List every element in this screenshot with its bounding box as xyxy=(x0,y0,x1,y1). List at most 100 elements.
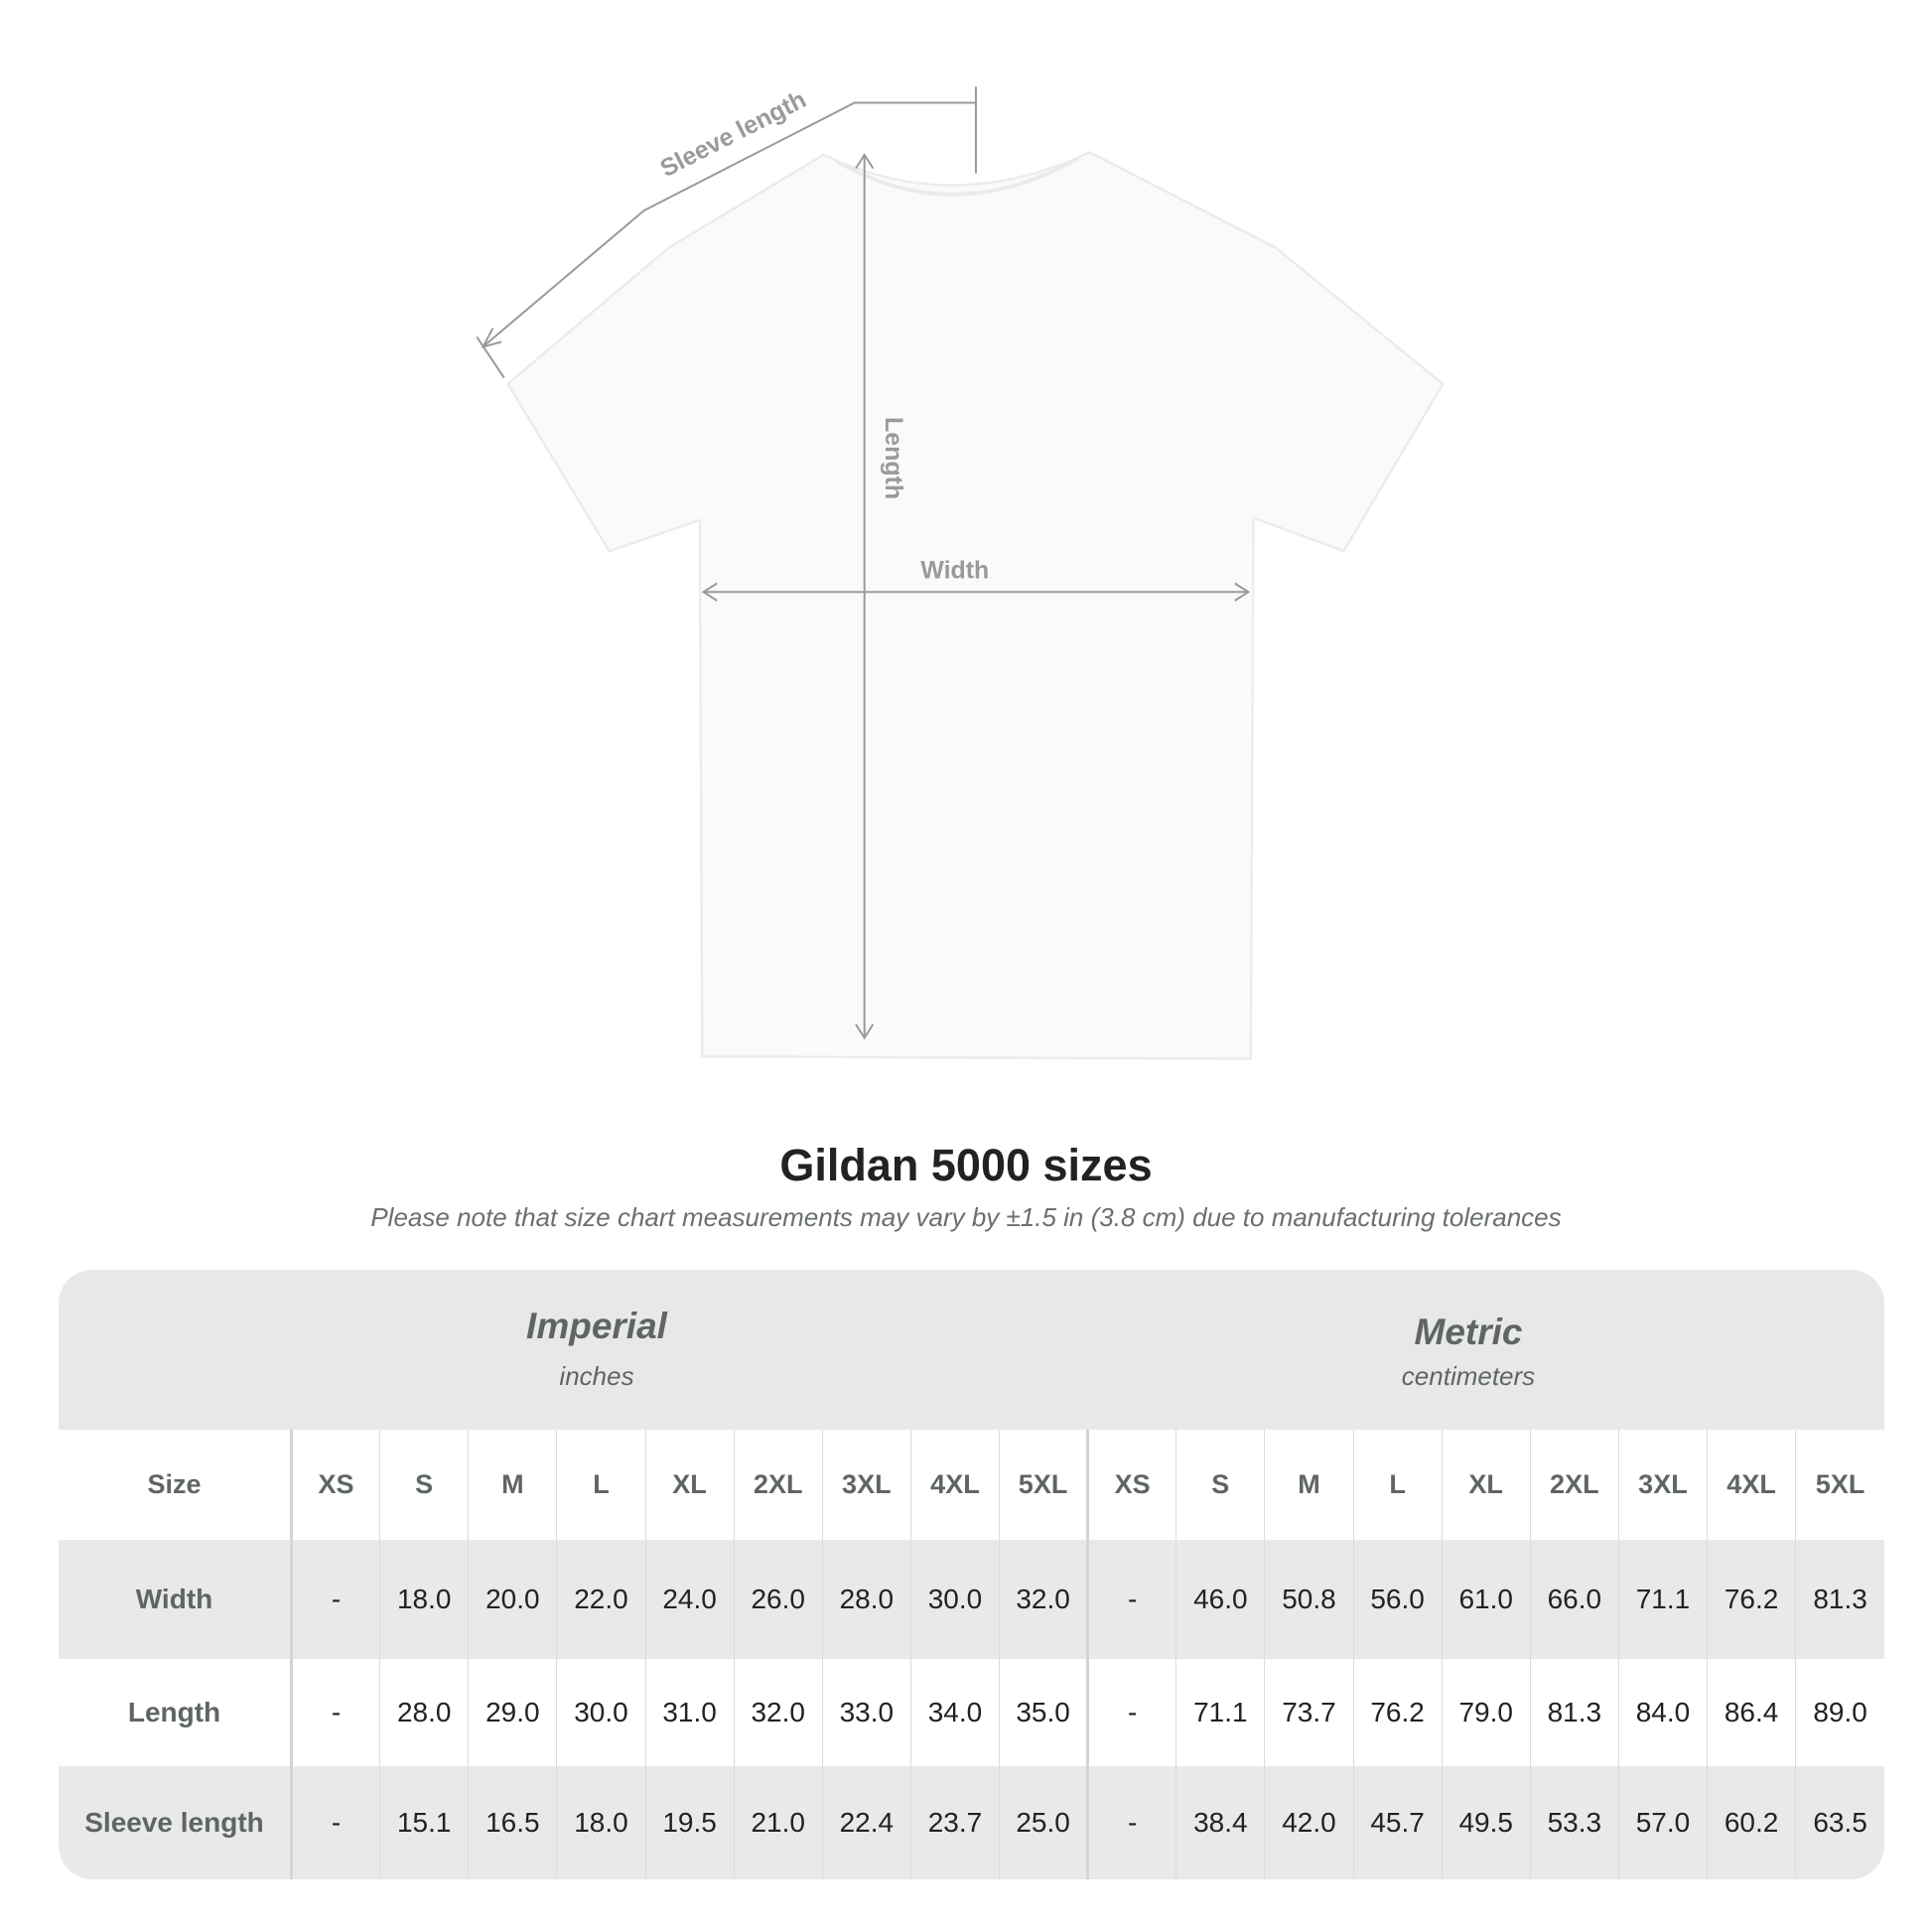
imperial-value-cell: 16.5 xyxy=(468,1766,557,1879)
imperial-size-m: M xyxy=(468,1430,557,1540)
metric-value-cell: 76.2 xyxy=(1352,1659,1443,1766)
metric-value-cell: 45.7 xyxy=(1352,1766,1443,1879)
imperial-size-l: L xyxy=(556,1430,645,1540)
unit-header-band xyxy=(59,1270,1884,1430)
imperial-value-cell: 19.5 xyxy=(644,1766,735,1879)
imperial-value-cell: 15.1 xyxy=(379,1766,469,1879)
metric-size-l: L xyxy=(1352,1430,1443,1540)
table-row: Width -18.0 20.0 22.0 24.0 26.0 28.0 30.0 32.0-4… xyxy=(59,1540,1884,1659)
metric-value-cell: 38.4 xyxy=(1175,1766,1265,1879)
metric-header: Metric centimeters xyxy=(1069,1311,1867,1392)
row-label: Sleeve length xyxy=(59,1766,293,1879)
imperial-size-4xl: 4XL xyxy=(909,1430,1000,1540)
tolerance-note: Please note that size chart measurements… xyxy=(370,1202,1562,1232)
imperial-size-xl: XL xyxy=(644,1430,735,1540)
metric-size-5xl: 5XL xyxy=(1795,1430,1884,1540)
metric-size-s: S xyxy=(1175,1430,1265,1540)
metric-size-xs: XS xyxy=(1086,1430,1176,1540)
size-header-label: Size xyxy=(59,1430,293,1540)
row-label: Width xyxy=(59,1540,293,1659)
metric-value-cell: - xyxy=(1086,1540,1176,1659)
width-arrow-left xyxy=(701,582,718,602)
length-arrow-bottom xyxy=(855,1024,875,1040)
metric-value-cell: 46.0 xyxy=(1175,1540,1265,1659)
imperial-size-2xl: 2XL xyxy=(733,1430,823,1540)
table-row: Sleeve length -15.1 16.5 18.0 19.5 21.0 22.4 23… xyxy=(59,1766,1884,1879)
imperial-value-cell: 33.0 xyxy=(821,1659,911,1766)
imperial-value-cell: 32.0 xyxy=(998,1540,1088,1659)
sleeve-measure-line xyxy=(482,101,976,348)
imperial-value-cell: - xyxy=(290,1766,380,1879)
collar xyxy=(835,157,1079,197)
metric-value-cell: 60.2 xyxy=(1706,1766,1796,1879)
metric-unit: centimeters xyxy=(1401,1361,1536,1391)
imperial-size-s: S xyxy=(379,1430,469,1540)
chart-title: Gildan 5000 sizes xyxy=(779,1140,1153,1190)
metric-value-cell: 57.0 xyxy=(1617,1766,1708,1879)
imperial-value-cell: 24.0 xyxy=(644,1540,735,1659)
imperial-value-cell: 25.0 xyxy=(998,1766,1088,1879)
size-header-row: Size XS S M L XL 2XL 3XL 4XL 5XL XS S M L XL 2XL 3XL 4XL 5… xyxy=(59,1430,1884,1540)
imperial-value-cell: 30.0 xyxy=(556,1659,645,1766)
metric-size-2xl: 2XL xyxy=(1529,1430,1619,1540)
metric-value-cell: 76.2 xyxy=(1706,1540,1796,1659)
metric-value-cell: 71.1 xyxy=(1175,1659,1265,1766)
metric-size-xl: XL xyxy=(1441,1430,1531,1540)
size-table: Imperial inches Metric centimeters Size X… xyxy=(59,1270,1884,1879)
metric-heading: Metric xyxy=(1414,1311,1523,1352)
metric-value-cell: 42.0 xyxy=(1264,1766,1353,1879)
imperial-value-cell: 35.0 xyxy=(998,1659,1088,1766)
imperial-value-cell: 34.0 xyxy=(909,1659,1000,1766)
imperial-value-cell: 30.0 xyxy=(909,1540,1000,1659)
size-grid: Size XS S M L XL 2XL 3XL 4XL 5XL XS S M L XL 2XL 3XL 4XL 5… xyxy=(59,1430,1884,1879)
metric-size-3xl: 3XL xyxy=(1617,1430,1708,1540)
imperial-value-cell: 28.0 xyxy=(821,1540,911,1659)
metric-value-cell: - xyxy=(1086,1766,1176,1879)
imperial-size-xs: XS xyxy=(290,1430,380,1540)
sleeve-length-label: Sleeve length xyxy=(656,85,811,183)
metric-value-cell: - xyxy=(1086,1659,1176,1766)
imperial-value-cell: 32.0 xyxy=(733,1659,823,1766)
imperial-value-cell: 21.0 xyxy=(733,1766,823,1879)
table-row: Length -28.0 29.0 30.0 31.0 32.0 33.0 34.0 35.0-… xyxy=(59,1659,1884,1766)
metric-value-cell: 66.0 xyxy=(1529,1540,1619,1659)
imperial-value-cell: 20.0 xyxy=(468,1540,557,1659)
metric-value-cell: 50.8 xyxy=(1264,1540,1353,1659)
width-label: Width xyxy=(920,557,989,585)
imperial-value-cell: 18.0 xyxy=(379,1540,469,1659)
imperial-size-5xl: 5XL xyxy=(998,1430,1088,1540)
sleeve-measure-tick-left xyxy=(476,336,505,379)
imperial-value-cell: 18.0 xyxy=(556,1766,645,1879)
metric-size-4xl: 4XL xyxy=(1706,1430,1796,1540)
metric-value-cell: 86.4 xyxy=(1706,1659,1796,1766)
row-label: Length xyxy=(59,1659,293,1766)
width-arrow-right xyxy=(1234,582,1251,602)
metric-value-cell: 49.5 xyxy=(1441,1766,1531,1879)
metric-value-cell: 81.3 xyxy=(1795,1540,1884,1659)
metric-value-cell: 63.5 xyxy=(1795,1766,1884,1879)
imperial-size-3xl: 3XL xyxy=(821,1430,911,1540)
metric-value-cell: 56.0 xyxy=(1352,1540,1443,1659)
metric-size-m: M xyxy=(1264,1430,1353,1540)
metric-value-cell: 84.0 xyxy=(1617,1659,1708,1766)
imperial-value-cell: 23.7 xyxy=(909,1766,1000,1879)
metric-value-cell: 79.0 xyxy=(1441,1659,1531,1766)
tshirt-shape xyxy=(505,151,1445,1060)
imperial-value-cell: 31.0 xyxy=(644,1659,735,1766)
imperial-value-cell: 26.0 xyxy=(733,1540,823,1659)
sleeve-arrowhead xyxy=(481,328,502,348)
metric-value-cell: 81.3 xyxy=(1529,1659,1619,1766)
length-arrow-top xyxy=(855,153,875,170)
imperial-unit: inches xyxy=(559,1361,634,1391)
imperial-value-cell: 29.0 xyxy=(468,1659,557,1766)
imperial-value-cell: - xyxy=(290,1659,380,1766)
length-label: Length xyxy=(880,417,907,499)
metric-value-cell: 53.3 xyxy=(1529,1766,1619,1879)
metric-value-cell: 71.1 xyxy=(1617,1540,1708,1659)
metric-value-cell: 61.0 xyxy=(1441,1540,1531,1659)
metric-value-cell: 89.0 xyxy=(1795,1659,1884,1766)
imperial-value-cell: 28.0 xyxy=(379,1659,469,1766)
imperial-value-cell: 22.0 xyxy=(556,1540,645,1659)
metric-value-cell: 73.7 xyxy=(1264,1659,1353,1766)
